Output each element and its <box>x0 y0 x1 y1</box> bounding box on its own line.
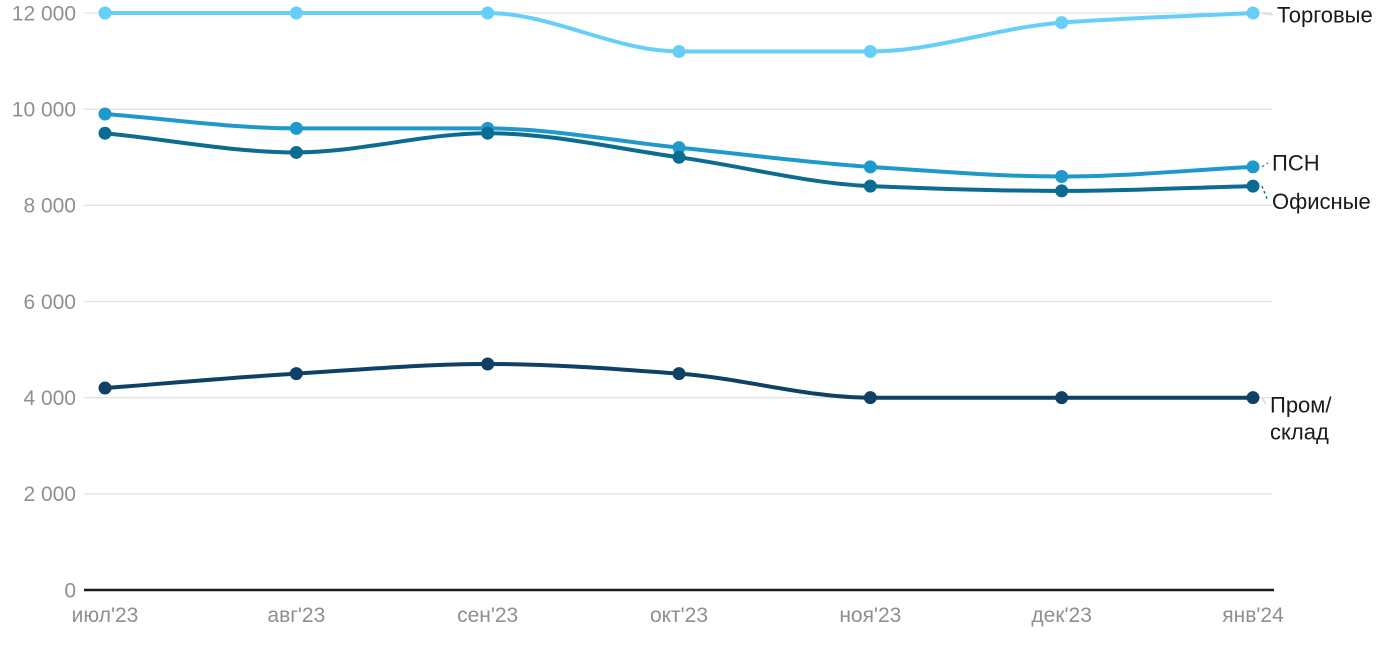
series-point-office-2 <box>481 126 495 140</box>
series-point-trading-6 <box>1246 6 1260 20</box>
y-tick-label: 0 <box>64 579 76 602</box>
series-point-industrial-warehouse-4 <box>863 391 877 405</box>
series-point-office-3 <box>672 150 686 164</box>
series-point-industrial-warehouse-2 <box>481 357 495 371</box>
y-tick-label: 12 000 <box>12 2 76 25</box>
series-point-trading-3 <box>672 44 686 58</box>
series-point-office-1 <box>289 145 303 159</box>
series-label-office: Офисные <box>1272 189 1371 214</box>
y-tick-label: 2 000 <box>23 483 76 506</box>
series-point-psn-6 <box>1246 160 1260 174</box>
series-label-connector-trading <box>1261 12 1274 16</box>
series-point-office-5 <box>1055 184 1069 198</box>
series-point-trading-5 <box>1055 16 1069 30</box>
series-point-psn-0 <box>98 107 112 121</box>
y-tick-label: 6 000 <box>23 291 76 314</box>
series-point-psn-4 <box>863 160 877 174</box>
series-point-trading-0 <box>98 6 112 20</box>
series-point-industrial-warehouse-3 <box>672 367 686 381</box>
x-tick-label: авг'23 <box>267 604 325 627</box>
x-tick-label: янв'24 <box>1222 604 1284 627</box>
series-label-connector-office <box>1261 185 1269 202</box>
y-tick-label: 4 000 <box>23 387 76 410</box>
x-tick-label: ноя'23 <box>839 604 901 627</box>
series-point-office-4 <box>863 179 877 193</box>
series-point-trading-2 <box>481 6 495 20</box>
x-tick-label: окт'23 <box>650 604 708 627</box>
series-label-industrial-warehouse: склад <box>1270 419 1329 444</box>
series-point-industrial-warehouse-5 <box>1055 391 1069 405</box>
y-tick-label: 8 000 <box>23 195 76 218</box>
series-label-trading: Торговые <box>1277 3 1373 28</box>
series-point-trading-1 <box>289 6 303 20</box>
series-point-industrial-warehouse-0 <box>98 381 112 395</box>
series-point-psn-3 <box>672 141 686 155</box>
series-label-connector-industrial-warehouse <box>1261 397 1267 406</box>
series-point-psn-5 <box>1055 169 1069 183</box>
x-tick-label: сен'23 <box>457 604 518 627</box>
series-label-psn: ПСН <box>1272 151 1320 176</box>
series-point-industrial-warehouse-6 <box>1246 391 1260 405</box>
series-point-trading-4 <box>863 44 877 58</box>
x-tick-label: июл'23 <box>72 604 139 627</box>
y-tick-label: 10 000 <box>12 99 76 122</box>
series-label-connector-psn <box>1261 162 1269 168</box>
series-point-office-0 <box>98 126 112 140</box>
x-tick-label: дек'23 <box>1031 604 1092 627</box>
series-point-industrial-warehouse-1 <box>289 367 303 381</box>
series-point-psn-1 <box>289 121 303 135</box>
series-label-industrial-warehouse: Пром/ <box>1270 392 1332 417</box>
series-point-office-6 <box>1246 179 1260 193</box>
